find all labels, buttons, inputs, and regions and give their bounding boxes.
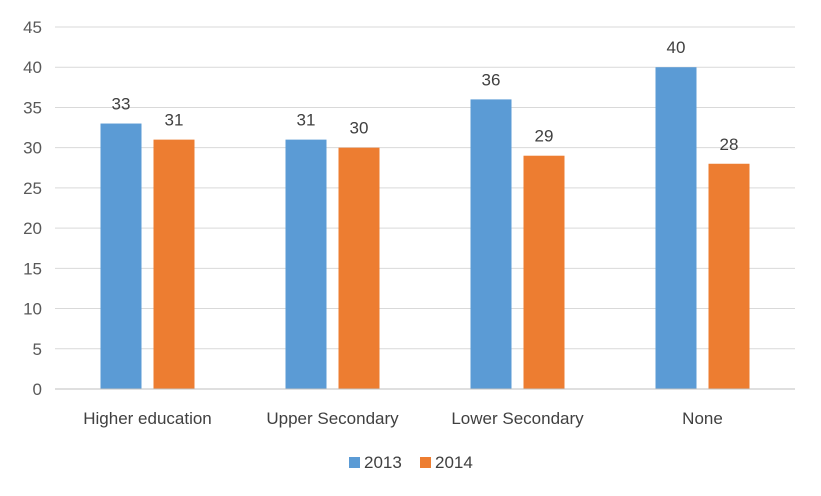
data-label-2013-3: 40 bbox=[667, 38, 686, 57]
y-tick-label: 40 bbox=[23, 58, 42, 77]
x-category-label: Lower Secondary bbox=[451, 409, 584, 428]
data-label-2013-0: 33 bbox=[112, 95, 131, 114]
data-label-2014-0: 31 bbox=[165, 111, 184, 130]
data-label-2013-2: 36 bbox=[482, 70, 501, 89]
legend: 2013 2014 bbox=[349, 453, 473, 472]
x-category-label: None bbox=[682, 409, 723, 428]
bar-2013-0 bbox=[100, 123, 142, 390]
x-axis-categories: Higher education Upper Secondary Lower Sec… bbox=[83, 409, 723, 428]
y-tick-label: 5 bbox=[33, 340, 42, 359]
data-label-2014-1: 30 bbox=[350, 119, 369, 138]
bar-2013-2 bbox=[470, 99, 512, 390]
y-tick-label: 15 bbox=[23, 259, 42, 278]
bar-2013-1 bbox=[285, 139, 327, 389]
bar-2014-0 bbox=[153, 139, 195, 389]
y-tick-label: 0 bbox=[33, 380, 42, 399]
data-label-2014-2: 29 bbox=[535, 127, 554, 146]
y-tick-label: 30 bbox=[23, 139, 42, 158]
bar-2014-3 bbox=[708, 163, 750, 389]
y-tick-label: 25 bbox=[23, 179, 42, 198]
x-category-label: Upper Secondary bbox=[266, 409, 399, 428]
y-tick-label: 10 bbox=[23, 300, 42, 319]
bar-2013-3 bbox=[655, 67, 697, 389]
bar-2014-2 bbox=[523, 155, 565, 389]
y-tick-label: 35 bbox=[23, 98, 42, 117]
bars bbox=[100, 67, 750, 390]
legend-swatch-2013 bbox=[349, 457, 360, 468]
data-label-2013-1: 31 bbox=[297, 111, 316, 130]
y-tick-label: 20 bbox=[23, 219, 42, 238]
legend-label-2013: 2013 bbox=[364, 453, 402, 472]
y-tick-label: 45 bbox=[23, 18, 42, 37]
y-axis-ticks: 0 5 10 15 20 25 30 35 40 45 bbox=[23, 18, 42, 399]
legend-swatch-2014 bbox=[420, 457, 431, 468]
x-category-label: Higher education bbox=[83, 409, 212, 428]
bar-2014-1 bbox=[338, 147, 380, 389]
data-labels: 33 31 31 30 36 29 40 28 bbox=[112, 38, 739, 154]
data-label-2014-3: 28 bbox=[720, 135, 739, 154]
legend-label-2014: 2014 bbox=[435, 453, 473, 472]
